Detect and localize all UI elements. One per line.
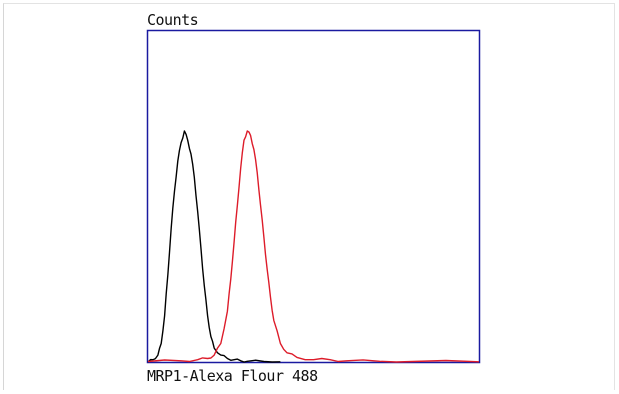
series-2-line xyxy=(147,130,480,363)
figure-frame xyxy=(3,3,615,390)
series-1-line xyxy=(147,130,281,363)
x-axis-label: MRP1-Alexa Flour 488 xyxy=(147,367,318,385)
plot-area-border xyxy=(146,29,481,364)
y-axis-label: Counts xyxy=(147,11,199,29)
series-layer xyxy=(147,130,480,363)
